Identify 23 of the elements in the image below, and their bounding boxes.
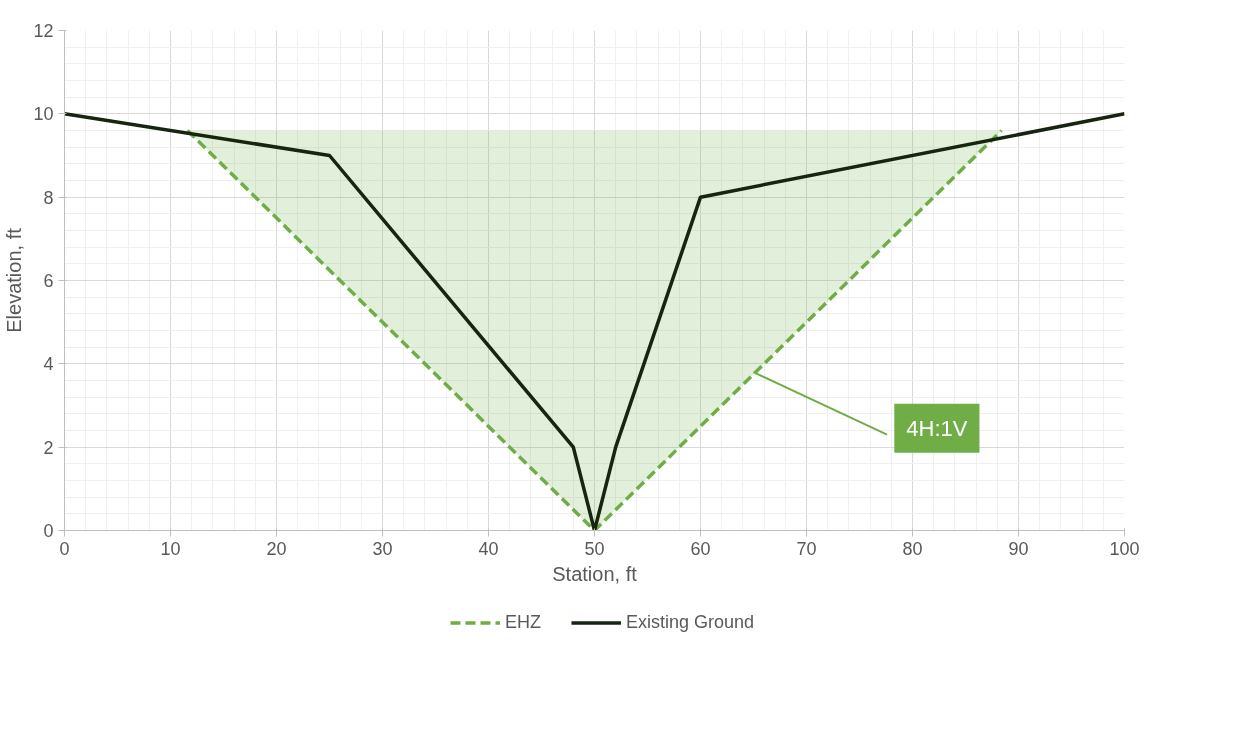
x-tick-label: 90: [1008, 538, 1029, 559]
x-tick-label: 70: [796, 538, 817, 559]
y-tick-label: 12: [33, 21, 54, 41]
legend-label: EHZ: [504, 611, 541, 633]
y-tick-label: 4: [43, 354, 54, 375]
x-tick-label: 40: [478, 538, 499, 559]
x-tick-label: 100: [1109, 538, 1140, 559]
y-tick-label: 0: [43, 521, 54, 541]
x-tick-label: 20: [266, 538, 287, 559]
annotation: 4H:1V: [906, 415, 968, 441]
y-axis-title: Elevation, ft: [3, 227, 26, 333]
y-tick-label: 6: [43, 271, 54, 291]
y-tick-label: 2: [43, 437, 54, 458]
x-tick-label: 80: [902, 538, 923, 559]
x-axis-title: Station, ft: [552, 562, 638, 585]
y-tick-label: 10: [33, 104, 54, 125]
x-tick-label: 50: [584, 538, 605, 559]
legend-label: Existing Ground: [625, 611, 755, 633]
x-tick-label: 30: [372, 538, 393, 559]
x-tick-label: 0: [59, 538, 70, 559]
x-tick-label: 10: [160, 538, 181, 559]
x-tick-label: 60: [690, 538, 711, 559]
y-tick-label: 8: [43, 187, 54, 208]
